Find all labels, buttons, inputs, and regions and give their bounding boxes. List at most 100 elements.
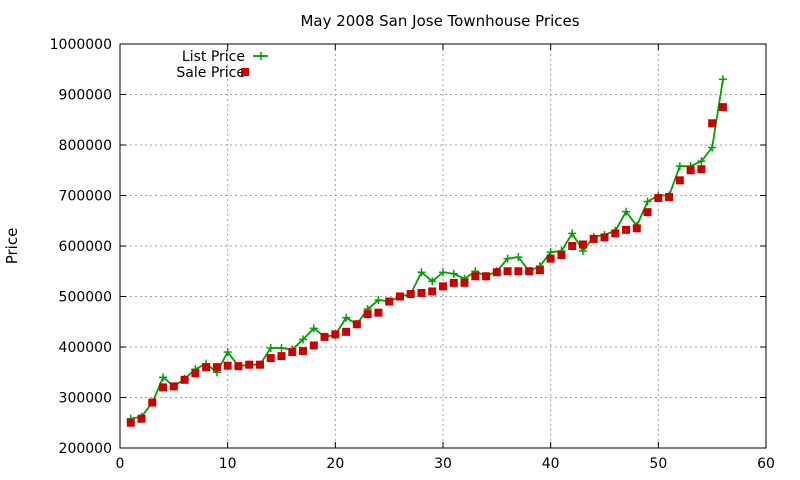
y-tick-label: 300000 bbox=[59, 391, 112, 407]
sale-price-point bbox=[428, 287, 437, 296]
sale-price-point bbox=[675, 176, 684, 185]
sale-price-point bbox=[352, 320, 361, 329]
sale-price-point bbox=[449, 278, 458, 287]
sale-price-point bbox=[159, 383, 168, 392]
y-axis-label: Price bbox=[3, 228, 21, 265]
series-sale-price bbox=[126, 103, 727, 427]
sale-price-point bbox=[557, 251, 566, 260]
y-tick-label: 700000 bbox=[59, 189, 112, 205]
y-tick-label: 200000 bbox=[59, 441, 112, 457]
sale-price-point bbox=[535, 266, 544, 275]
sale-price-point bbox=[169, 382, 178, 391]
x-tick-label: 0 bbox=[116, 456, 125, 472]
sale-price-point bbox=[665, 193, 674, 202]
x-tick-label: 40 bbox=[542, 456, 560, 472]
x-tick-label: 60 bbox=[757, 456, 775, 472]
y-tick-label: 400000 bbox=[59, 340, 112, 356]
data-series bbox=[126, 75, 727, 427]
grid-lines bbox=[120, 44, 766, 448]
list-price-point bbox=[223, 348, 232, 357]
list-price-point bbox=[514, 253, 523, 262]
sale-price-point bbox=[708, 119, 717, 128]
sale-price-point bbox=[643, 208, 652, 217]
sale-price-point bbox=[148, 398, 157, 407]
sale-price-point bbox=[568, 242, 577, 250]
sale-price-point bbox=[622, 225, 631, 234]
list-price-point bbox=[439, 268, 447, 277]
sale-price-point bbox=[395, 292, 404, 301]
list-price-point bbox=[708, 143, 717, 152]
sale-price-point bbox=[686, 166, 695, 175]
legend-label: Sale Price bbox=[176, 65, 245, 81]
sale-price-point bbox=[234, 362, 243, 371]
x-tick-label: 10 bbox=[219, 456, 237, 472]
list-price-point bbox=[449, 269, 458, 278]
list-price-point bbox=[622, 207, 631, 216]
sale-price-point bbox=[611, 229, 620, 238]
sale-price-point bbox=[288, 348, 297, 357]
list-price-point bbox=[266, 344, 275, 353]
sale-price-point bbox=[309, 341, 318, 350]
y-tick-label: 500000 bbox=[59, 290, 112, 306]
sale-price-point bbox=[126, 418, 135, 427]
x-tick-label: 50 bbox=[649, 456, 667, 472]
axis-ticks bbox=[120, 44, 766, 448]
sale-price-point bbox=[632, 224, 641, 233]
list-price-point bbox=[342, 313, 351, 322]
list-price-point bbox=[299, 335, 308, 344]
sale-price-point bbox=[471, 272, 480, 281]
legend-label: List Price bbox=[182, 49, 245, 65]
sale-price-point bbox=[342, 327, 351, 336]
sale-price-point bbox=[191, 369, 200, 378]
list-price-point bbox=[159, 373, 168, 382]
list-price-point bbox=[503, 254, 512, 263]
y-tick-label: 900000 bbox=[59, 88, 112, 104]
sale-price-point bbox=[697, 165, 706, 174]
sale-price-point bbox=[385, 297, 394, 306]
x-tick-label: 20 bbox=[326, 456, 344, 472]
sale-price-point bbox=[654, 194, 663, 203]
sale-price-point bbox=[600, 233, 609, 242]
sale-price-point bbox=[525, 267, 534, 276]
list-price-point bbox=[568, 229, 577, 238]
sale-price-point bbox=[718, 103, 727, 112]
sale-price-point bbox=[589, 234, 598, 243]
list-price-line bbox=[130, 79, 724, 420]
sale-price-point bbox=[374, 308, 383, 317]
list-price-point bbox=[643, 197, 652, 206]
list-price-point bbox=[675, 162, 684, 171]
sale-price-point bbox=[514, 267, 523, 276]
sale-price-point bbox=[266, 354, 275, 363]
sale-price-point bbox=[320, 332, 329, 341]
sale-price-point bbox=[245, 360, 254, 369]
sale-price-point bbox=[223, 361, 232, 370]
sale-price-point bbox=[406, 289, 415, 298]
sale-price-point bbox=[460, 278, 469, 287]
sale-price-point bbox=[277, 352, 286, 361]
sale-price-point bbox=[180, 375, 189, 384]
list-price-point bbox=[428, 277, 437, 286]
y-tick-label: 1000000 bbox=[50, 37, 112, 53]
list-price-point bbox=[417, 268, 426, 277]
list-price-point bbox=[718, 75, 727, 84]
sale-price-point bbox=[417, 288, 426, 297]
y-tick-label: 800000 bbox=[59, 138, 112, 154]
sale-price-point bbox=[299, 347, 308, 356]
sale-price-point bbox=[482, 272, 491, 281]
list-price-point bbox=[277, 344, 286, 353]
legend-square-swatch bbox=[241, 68, 249, 76]
sale-price-point bbox=[503, 267, 512, 276]
x-tick-label: 30 bbox=[434, 456, 452, 472]
list-price-point bbox=[374, 296, 383, 305]
y-tick-label: 600000 bbox=[59, 239, 112, 255]
sale-price-point bbox=[578, 240, 587, 249]
sale-price-point bbox=[363, 310, 372, 319]
sale-price-point bbox=[255, 360, 264, 369]
sale-price-point bbox=[202, 363, 211, 372]
sale-price-point bbox=[439, 282, 447, 291]
sale-price-point bbox=[331, 330, 340, 339]
sale-price-point bbox=[137, 414, 146, 423]
sale-price-point bbox=[492, 268, 501, 277]
